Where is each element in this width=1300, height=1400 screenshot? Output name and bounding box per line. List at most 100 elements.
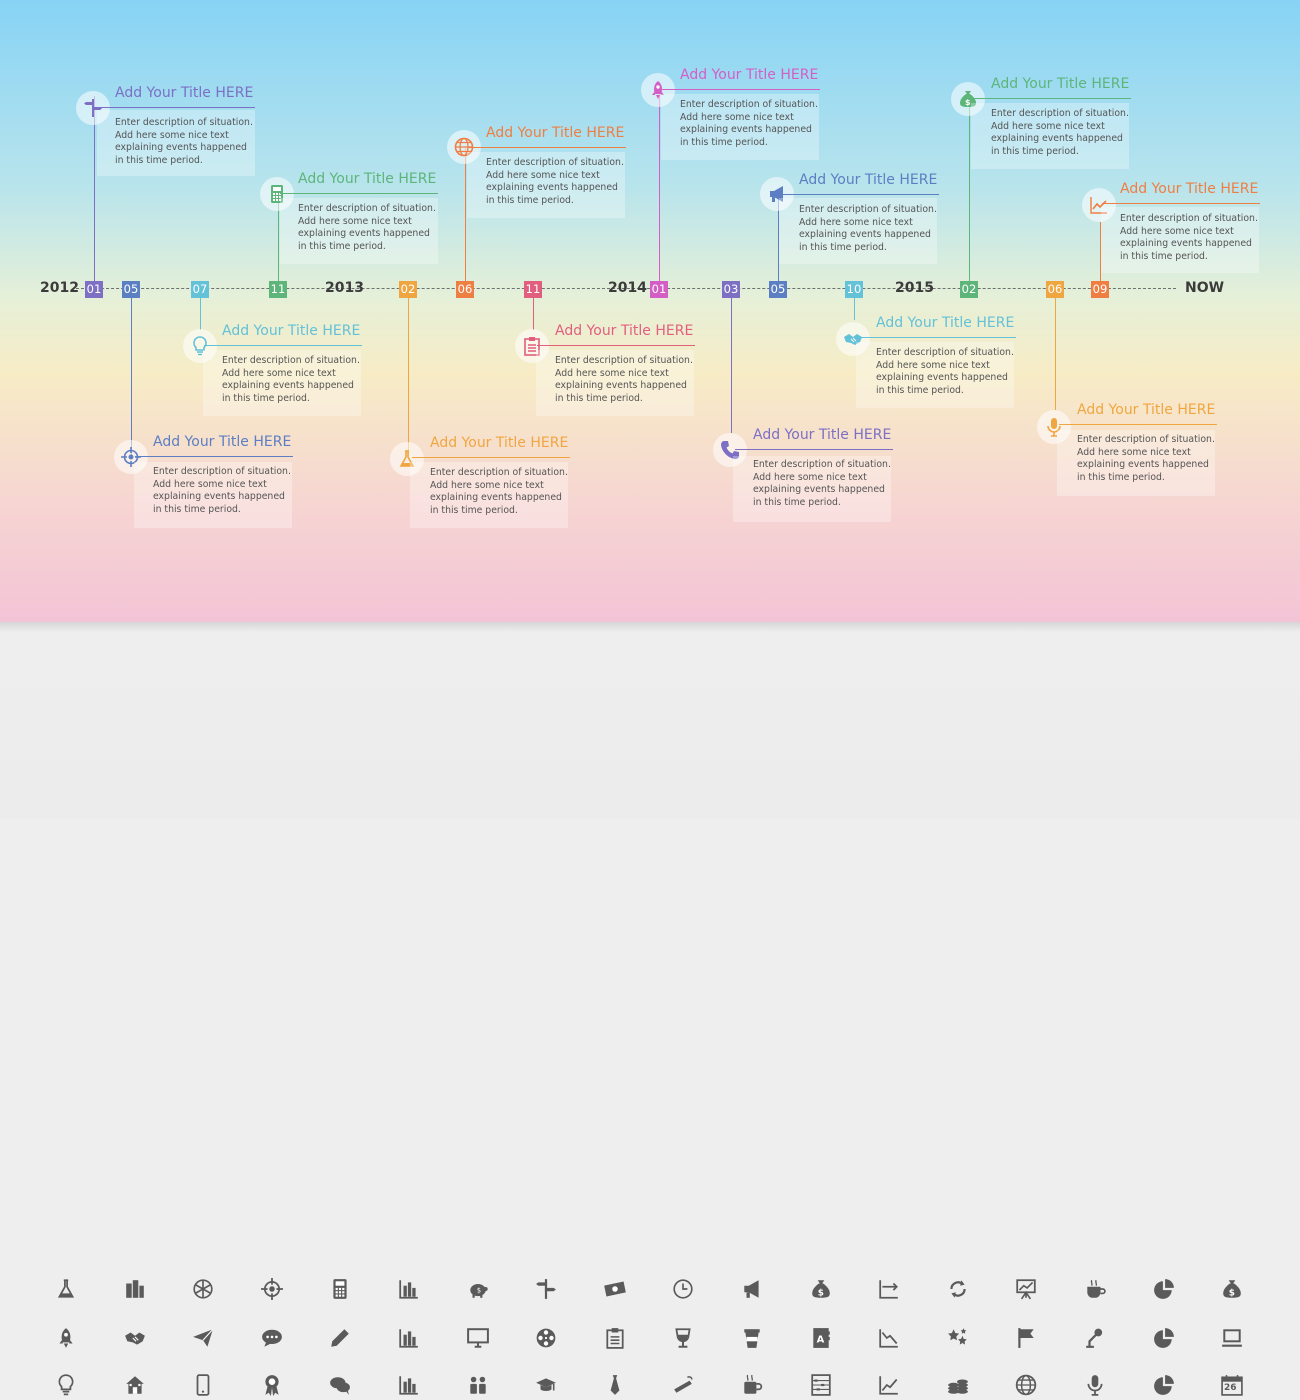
event-card [97,110,255,176]
connector-line [131,297,132,456]
timeline-marker[interactable]: 07 [191,281,209,298]
title-underline [735,449,893,450]
timeline-marker[interactable]: 06 [456,281,474,298]
speech-bubble-icon [261,1327,283,1349]
year-label-now: NOW [1185,280,1225,296]
event-card [536,350,694,416]
rocket-icon [641,73,675,107]
cigarette-icon [672,1374,694,1396]
timeline-marker[interactable]: 02 [399,281,417,298]
title-underline [204,345,362,346]
title-underline [412,457,570,458]
timeline-marker[interactable]: 09 [1091,281,1109,298]
timeline-marker[interactable]: 02 [960,281,978,298]
event-description: Enter description of situation. Add here… [298,203,436,252]
event-description: Enter description of situation. Add here… [486,157,624,206]
flag-icon [1015,1327,1037,1349]
banknote-icon [604,1278,626,1300]
event-card [856,342,1014,408]
title-underline [537,345,695,346]
event-description: Enter description of situation. Add here… [115,117,253,166]
event-title: Add Your Title HERE [753,427,892,443]
snowflake-icon [192,1278,214,1300]
event-description: Enter description of situation. Add here… [799,204,937,253]
event-title: Add Your Title HERE [876,315,1015,331]
event-description: Enter description of situation. Add here… [1120,213,1258,262]
pie-chart-icon [1153,1327,1175,1349]
pencil-icon [329,1327,351,1349]
chat-bubbles-icon [329,1374,351,1396]
clock-icon [672,1278,694,1300]
money-bag-icon: $ [951,82,985,116]
line-chart-icon [1082,188,1116,222]
title-underline [97,107,255,108]
svg-text:$: $ [1229,1289,1235,1299]
film-reel-icon [535,1327,557,1349]
connector-line [533,297,534,330]
rocket-icon [55,1327,77,1349]
title-underline [973,98,1131,99]
wine-glass-icon [672,1327,694,1349]
connector-line [1055,297,1056,410]
event-card [971,103,1129,169]
event-title: Add Your Title HERE [991,76,1130,92]
connector-line [408,297,409,456]
title-underline [662,89,820,90]
piggy-bank-icon: $ [467,1278,489,1300]
handshake-icon [836,322,870,356]
year-label-2015: 2015 [895,280,934,296]
timeline-marker[interactable]: 01 [85,281,103,298]
year-label-2012: 2012 [40,280,79,296]
connector-line [1100,222,1101,288]
declining-chart-icon [878,1327,900,1349]
event-title: Add Your Title HERE [555,323,694,339]
signpost-icon [535,1278,557,1300]
house-icon [124,1374,146,1396]
timeline-marker[interactable]: 05 [769,281,787,298]
connector-line [778,195,779,288]
svg-text:$: $ [818,1289,824,1299]
event-card [661,94,819,160]
coffee-mug-icon [741,1374,763,1396]
event-card [134,462,292,528]
bar-chart-icon [398,1278,420,1300]
coins-icon [947,1374,969,1396]
timeline-marker[interactable]: 11 [524,281,542,298]
rising-chart-icon [878,1374,900,1396]
refresh-icon [947,1278,969,1300]
megaphone-icon [741,1278,763,1300]
title-underline [1102,203,1260,204]
timeline-marker[interactable]: 10 [845,281,863,298]
timeline-marker[interactable]: 03 [722,281,740,298]
event-description: Enter description of situation. Add here… [753,459,891,508]
event-card [779,198,937,264]
microphone-icon [1037,410,1071,444]
event-description: Enter description of situation. Add here… [153,466,291,515]
people-icon [467,1374,489,1396]
globe-icon [1015,1374,1037,1396]
timeline-marker[interactable]: 11 [269,281,287,298]
timeline-marker[interactable]: 05 [122,281,140,298]
lightbulb-icon [183,329,217,363]
necktie-icon [604,1374,626,1396]
event-card [410,462,568,528]
event-title: Add Your Title HERE [1077,402,1216,418]
svg-text:A: A [817,1334,825,1345]
award-ribbon-icon [261,1374,283,1396]
event-description: Enter description of situation. Add here… [1077,434,1215,483]
year-label-2014: 2014 [608,280,647,296]
title-underline [781,194,939,195]
event-description: Enter description of situation. Add here… [991,108,1129,157]
connector-line [465,148,466,288]
year-label-2013: 2013 [325,280,364,296]
calendar-day: 26 [1224,1383,1237,1393]
flask-icon [390,442,424,476]
connector-line [969,100,970,288]
event-title: Add Your Title HERE [115,85,254,101]
event-title: Add Your Title HERE [486,125,625,141]
target-icon [114,440,148,474]
timeline-marker[interactable]: 06 [1046,281,1064,298]
timeline-marker[interactable]: 01 [650,281,668,298]
money-bag-icon: $ [1221,1278,1243,1300]
microphone-icon [1084,1374,1106,1396]
